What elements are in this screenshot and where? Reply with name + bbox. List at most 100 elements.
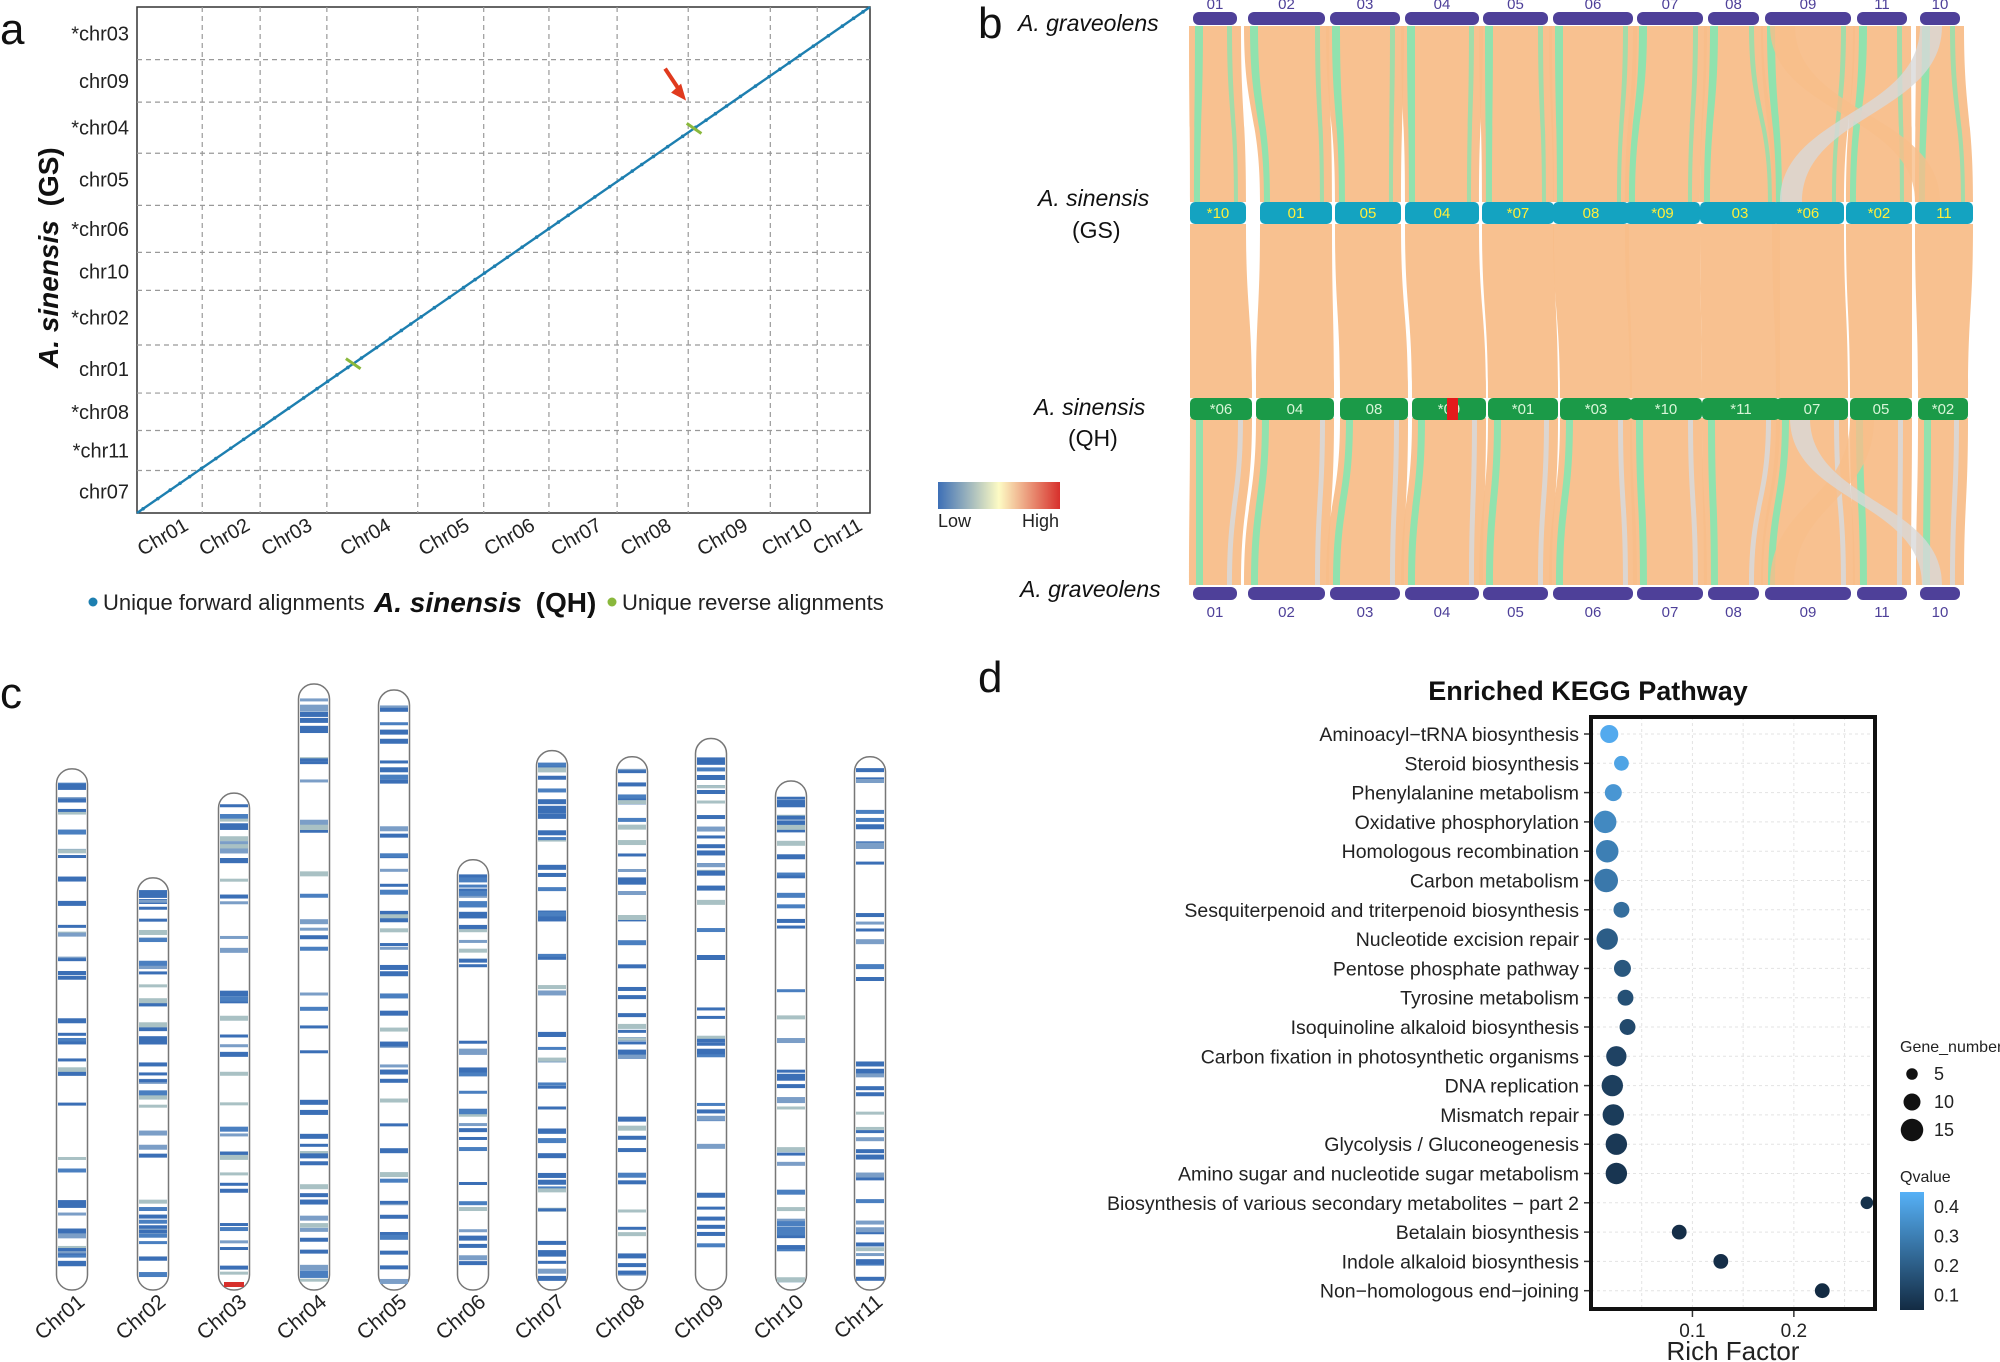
band-chr10-50: [777, 820, 805, 826]
band-chr09-31: [697, 1048, 725, 1053]
ribbon-bot-green-6: [1636, 418, 1647, 585]
band-chr02-30: [139, 906, 167, 910]
band-chr05-23: [380, 853, 408, 858]
x-tick-chr08: Chr08: [617, 514, 675, 560]
ribbon-top-green-4: [1485, 26, 1493, 202]
band-chr08-28: [618, 879, 646, 885]
reverse-legend-dot: [607, 597, 617, 607]
ag-bottom-label-03: 03: [1357, 604, 1374, 621]
ag-top-bar-06: [1553, 12, 1633, 25]
ideogram-label-chr11: Chr11: [830, 1290, 887, 1343]
band-chr05-66: [380, 707, 408, 712]
band-chr10-62: [777, 1015, 805, 1020]
forward-point-46: [704, 118, 708, 122]
qh-label-4: *01: [1512, 401, 1535, 418]
band-chr01-30: [58, 1041, 86, 1045]
band-chr07-10: [538, 1172, 566, 1178]
kegg-dot-15: [1605, 1162, 1628, 1185]
band-chr06-25: [459, 929, 487, 933]
ribbon-bot-grey-5: [1618, 418, 1628, 585]
forward-point-11: [272, 416, 277, 420]
band-chr05-49: [380, 1172, 408, 1178]
band-chr10-8: [777, 815, 805, 820]
band-chr03-24: [220, 836, 248, 842]
band-chr02-52: [139, 1040, 167, 1045]
band-chr04-13: [300, 761, 328, 765]
band-chr02-51: [139, 1062, 167, 1067]
gs-label-0: *10: [1207, 205, 1230, 222]
forward-point-34: [556, 220, 561, 224]
ribbon-bot-7: [1702, 418, 1780, 585]
band-chr06-50: [459, 1050, 487, 1055]
ribbon-mid-7: [1700, 224, 1780, 398]
forward-point-22: [408, 322, 413, 326]
ag-bottom-label-11: 11: [1874, 604, 1890, 621]
ag-top-bar-01: [1193, 12, 1237, 25]
band-chr08-56: [618, 770, 646, 774]
kegg-dot-18: [1713, 1254, 1729, 1269]
band-chr03-25: [220, 878, 248, 882]
band-chr09-26: [697, 928, 725, 933]
band-chr07-7: [538, 1106, 566, 1110]
band-chr08-48: [618, 1029, 646, 1033]
band-chr10-61: [777, 1207, 805, 1212]
kegg-dot-12: [1601, 1074, 1624, 1097]
band-chr04-66: [300, 1223, 328, 1228]
kegg-dot-17: [1671, 1224, 1687, 1240]
ag-bottom-bar-10: [1920, 587, 1960, 600]
band-chr05-40: [380, 1078, 408, 1083]
qh-bar-10: [1918, 398, 1968, 420]
band-chr08-15: [618, 824, 646, 830]
kegg-dot-1: [1614, 755, 1629, 771]
band-chr06-21: [459, 894, 487, 898]
band-chr07-25: [538, 954, 566, 960]
qh-bar-9: [1850, 398, 1912, 420]
band-chr02-18: [139, 1027, 167, 1032]
x-tick-chr11: Chr11: [809, 514, 866, 560]
forward-point-6: [214, 456, 218, 461]
ribbon-top-cross-b: [1780, 26, 1942, 202]
band-chr08-65: [618, 1180, 646, 1185]
forward-point-16: [335, 373, 339, 377]
band-chr07-35: [538, 1128, 566, 1134]
dotplot-x-ticks: Chr01 Chr02 Chr03 Chr04 Chr05 Chr06 Chr07 Chr08…: [134, 514, 866, 560]
gs-bar-2: [1335, 202, 1401, 224]
ag-bottom-bar-11: [1857, 587, 1907, 600]
band-chr10-36: [777, 1248, 805, 1252]
ag-top-label-11: 11: [1874, 0, 1890, 13]
gs-bar-8: [1772, 202, 1844, 224]
ribbon-top-8: [1761, 26, 1855, 202]
size-legend-dot-5: [1906, 1068, 1918, 1080]
band-chr05-53: [380, 1148, 408, 1154]
band-chr05-38: [380, 910, 408, 915]
band-chr04-48: [300, 829, 328, 833]
gs-label-5: 08: [1583, 205, 1600, 222]
band-chr02-53: [139, 929, 167, 935]
band-chr04-24: [300, 1278, 328, 1282]
band-chr02-28: [139, 1256, 167, 1261]
kegg-label-1: Steroid biosynthesis: [1404, 753, 1579, 775]
band-chr07-18: [538, 799, 566, 805]
band-chr06-36: [459, 913, 487, 919]
band-chr06-35: [459, 1147, 487, 1152]
band-chr04-31: [300, 1153, 328, 1159]
band-chr01-63: [58, 1071, 86, 1076]
band-chr05-35: [380, 971, 408, 977]
band-chr07-29: [538, 1085, 566, 1089]
band-chr05-50: [380, 917, 408, 923]
band-chr11-4: [856, 964, 884, 970]
ideogram-chr04: Chr04: [273, 683, 331, 1345]
band-chr10-1: [777, 796, 805, 800]
band-chr05-33: [380, 1123, 408, 1127]
band-chr09-24: [697, 785, 725, 789]
band-chr10-13: [777, 1069, 805, 1073]
kegg-x-label: Rich Factor: [1667, 1336, 1800, 1362]
band-chr04-44: [300, 1272, 328, 1278]
x-tick-chr02: Chr02: [196, 514, 254, 560]
kegg-label-4: Homologous recombination: [1342, 841, 1579, 863]
kegg-label-16: Biosynthesis of various secondary metabo…: [1107, 1193, 1579, 1215]
band-chr09-21: [697, 1037, 725, 1043]
gs-bar-5: [1553, 202, 1629, 224]
band-chr09-41: [697, 1224, 725, 1229]
band-chr02-56: [139, 1153, 167, 1158]
